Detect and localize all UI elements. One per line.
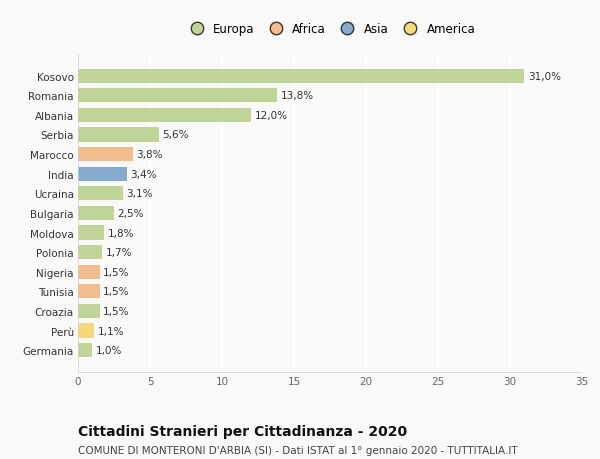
Text: 3,8%: 3,8%: [136, 150, 163, 160]
Bar: [78, 109, 251, 123]
Text: 2,5%: 2,5%: [118, 208, 144, 218]
Text: 13,8%: 13,8%: [280, 91, 313, 101]
Text: COMUNE DI MONTERONI D'ARBIA (SI) - Dati ISTAT al 1° gennaio 2020 - TUTTITALIA.IT: COMUNE DI MONTERONI D'ARBIA (SI) - Dati …: [78, 445, 518, 455]
Text: 1,1%: 1,1%: [97, 326, 124, 336]
Text: 1,5%: 1,5%: [103, 306, 130, 316]
Text: 1,5%: 1,5%: [103, 287, 130, 297]
Text: 3,4%: 3,4%: [131, 169, 157, 179]
Text: 1,7%: 1,7%: [106, 247, 133, 257]
Bar: [78, 246, 103, 260]
Legend: Europa, Africa, Asia, America: Europa, Africa, Asia, America: [185, 23, 475, 36]
Text: 1,8%: 1,8%: [107, 228, 134, 238]
Bar: [78, 69, 524, 84]
Text: 1,5%: 1,5%: [103, 267, 130, 277]
Bar: [78, 89, 277, 103]
Bar: [78, 285, 100, 299]
Bar: [78, 343, 92, 358]
Text: 31,0%: 31,0%: [528, 72, 561, 82]
Text: 5,6%: 5,6%: [162, 130, 189, 140]
Bar: [78, 148, 133, 162]
Bar: [78, 324, 94, 338]
Text: 3,1%: 3,1%: [126, 189, 153, 199]
Bar: [78, 167, 127, 181]
Text: Cittadini Stranieri per Cittadinanza - 2020: Cittadini Stranieri per Cittadinanza - 2…: [78, 425, 407, 438]
Text: 1,0%: 1,0%: [96, 345, 122, 355]
Bar: [78, 128, 158, 142]
Bar: [78, 304, 100, 318]
Text: 12,0%: 12,0%: [254, 111, 287, 121]
Bar: [78, 226, 104, 240]
Bar: [78, 187, 122, 201]
Bar: [78, 207, 114, 220]
Bar: [78, 265, 100, 279]
